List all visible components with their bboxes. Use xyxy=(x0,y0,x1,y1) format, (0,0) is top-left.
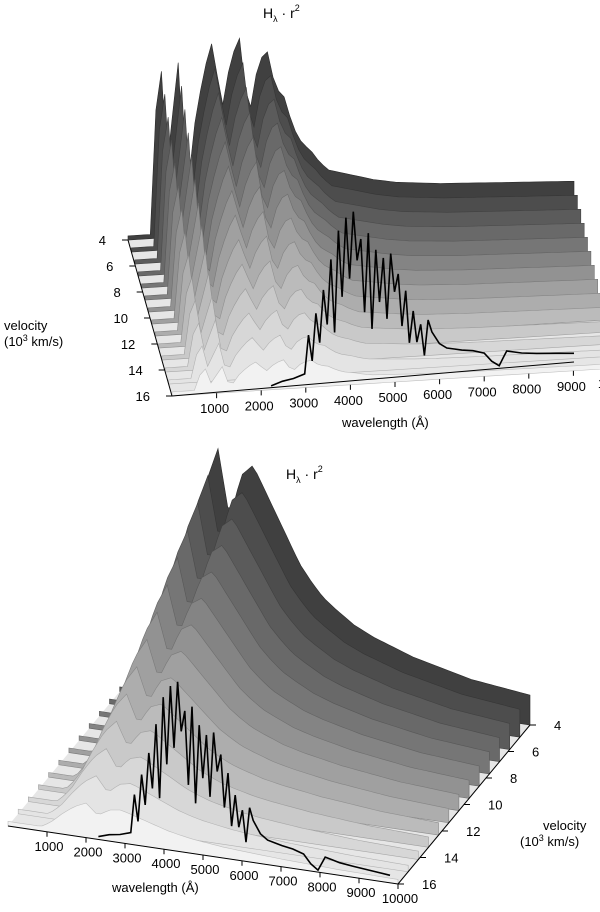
velocity-tick-label: 4 xyxy=(99,233,106,248)
velocity-tick-label: 4 xyxy=(554,718,561,733)
wavelength-tick-label: 9000 xyxy=(557,379,586,394)
velocity-tick-label: 10 xyxy=(114,311,128,326)
velocity-tick-label: 14 xyxy=(128,363,142,378)
wavelength-tick-label: 5000 xyxy=(191,862,220,877)
top-velocity-label-line1: velocity xyxy=(4,318,48,333)
top-wavelength-label: wavelength (Å) xyxy=(341,415,429,430)
velocity-tick-label: 10 xyxy=(488,798,502,813)
wavelength-tick-label: 7000 xyxy=(269,874,298,889)
velocity-tick-label: 14 xyxy=(444,851,458,866)
top-velocity-label-line2: (103 km/s) xyxy=(4,333,63,349)
wavelength-tick-label: 3000 xyxy=(113,850,142,865)
bottom-chart-title: Hλ · r2 xyxy=(286,464,323,485)
wavelength-tick-label: 6000 xyxy=(423,387,452,402)
wavelength-tick-label: 4000 xyxy=(334,393,363,408)
wavelength-tick-label: 2000 xyxy=(74,845,103,860)
bottom-wavelength-label: wavelength (Å) xyxy=(111,880,199,895)
wavelength-tick-label: 8000 xyxy=(512,382,541,397)
wavelength-tick-label: 10000 xyxy=(382,891,418,906)
wavelength-tick-label: 4000 xyxy=(152,856,181,871)
velocity-tick-label: 6 xyxy=(106,259,113,274)
velocity-tick-label: 16 xyxy=(136,389,150,404)
velocity-tick-label: 16 xyxy=(422,877,436,892)
wavelength-tick-label: 5000 xyxy=(379,390,408,405)
wavelength-tick-label: 1000 xyxy=(200,401,229,416)
wavelength-tick-label: 8000 xyxy=(308,879,337,894)
bottom-panel: 468 10 12 14 16 1000 2000 3000 4000 5000 6000 7000… xyxy=(8,449,587,906)
velocity-tick-label: 12 xyxy=(121,337,135,352)
velocity-tick-label: 6 xyxy=(532,745,539,760)
wavelength-tick-label: 2000 xyxy=(245,398,274,413)
top-panel: 468 10 12 14 16 1000 2000 3000 4000 5000 6000 7000… xyxy=(4,3,600,430)
wavelength-tick-label: 9000 xyxy=(347,885,376,900)
top-surface xyxy=(128,38,600,396)
wavelength-tick-label: 6000 xyxy=(230,868,259,883)
wavelength-tick-label: 1000 xyxy=(35,839,64,854)
bottom-velocity-label-line2: (103 km/s) xyxy=(520,833,579,849)
wavelength-tick-label: 3000 xyxy=(289,396,318,411)
velocity-tick-label: 12 xyxy=(466,824,480,839)
bottom-velocity-label-line1: velocity xyxy=(543,818,587,833)
velocity-tick-label: 8 xyxy=(113,285,120,300)
velocity-tick-label: 8 xyxy=(510,771,517,786)
top-chart-title: Hλ · r2 xyxy=(263,3,300,24)
wavelength-tick-label: 7000 xyxy=(468,384,497,399)
